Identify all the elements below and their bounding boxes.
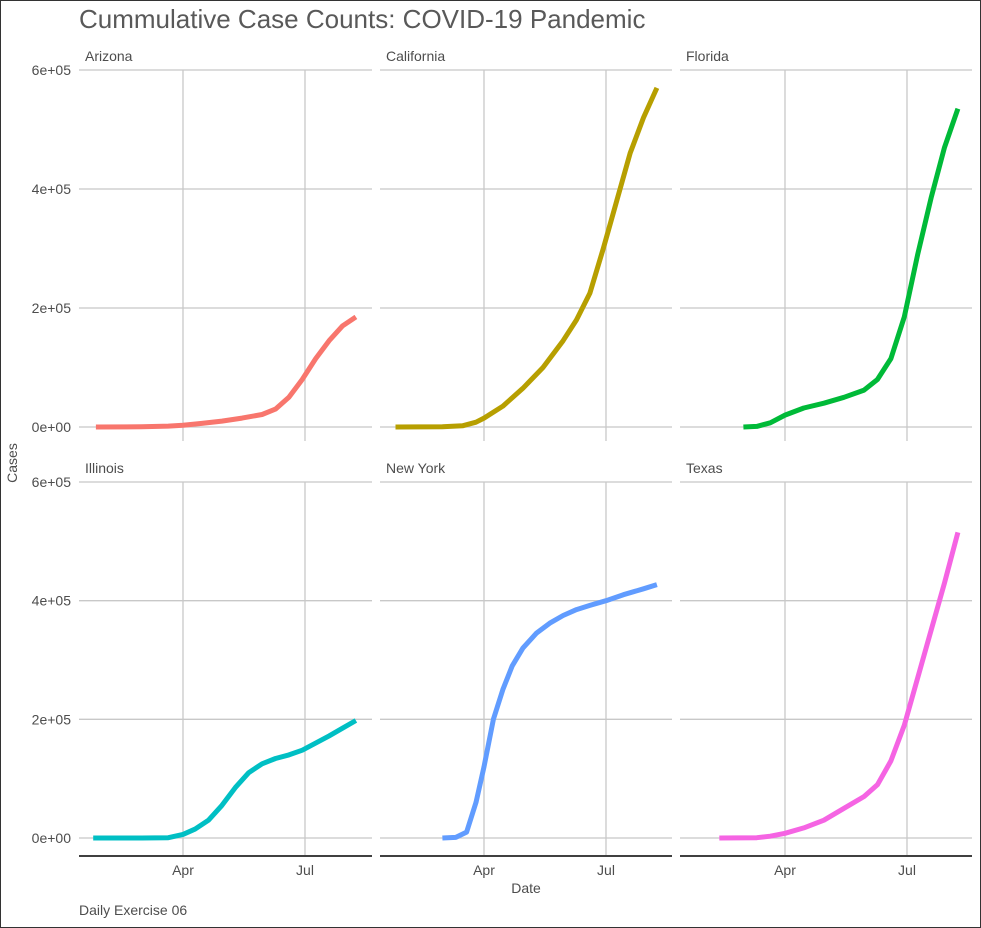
y-axis-label: Cases [4,443,20,483]
series-line [719,531,961,841]
chart-title: Cummulative Case Counts: COVID-19 Pandem… [79,4,646,34]
y-tick-label: 6e+05 [32,62,72,78]
series-line [743,107,961,430]
facet-label: New York [386,460,446,476]
x-tick-label: Jul [898,862,916,878]
x-tick-label: Jul [597,862,615,878]
series-line [95,314,358,430]
facet-panel-texas: Texas Apr Jul [680,460,972,878]
series-line [395,86,660,430]
facet-label: Florida [686,48,729,64]
y-tick-label: 4e+05 [32,181,72,197]
facet-panel-florida: Florida [680,48,972,441]
facet-panel-arizona: Arizona 0e+00 2e+05 4e+05 6e+05 [32,48,372,441]
facet-panel-illinois: Illinois 0e+00 2e+05 4e+05 6e+05 Apr Jul [32,460,372,878]
y-tick-label: 6e+05 [32,474,72,490]
facet-panel-new-york: New York Apr Jul [380,460,672,878]
x-axis-label: Date [511,880,541,896]
y-tick-label: 0e+00 [32,419,72,435]
facet-label: Illinois [85,460,124,476]
x-tick-label: Apr [172,862,194,878]
caption: Daily Exercise 06 [79,902,188,918]
x-tick-label: Jul [296,862,314,878]
y-tick-label: 2e+05 [32,711,72,727]
facet-panel-california: California [380,48,672,441]
series-line [442,582,658,841]
facet-label: Arizona [85,48,133,64]
x-tick-label: Apr [774,862,796,878]
y-tick-label: 2e+05 [32,300,72,316]
facet-label: Texas [686,460,723,476]
x-tick-label: Apr [473,862,495,878]
series-line [93,718,358,841]
y-tick-label: 0e+00 [32,830,72,846]
facet-label: California [386,48,445,64]
y-tick-label: 4e+05 [32,593,72,609]
